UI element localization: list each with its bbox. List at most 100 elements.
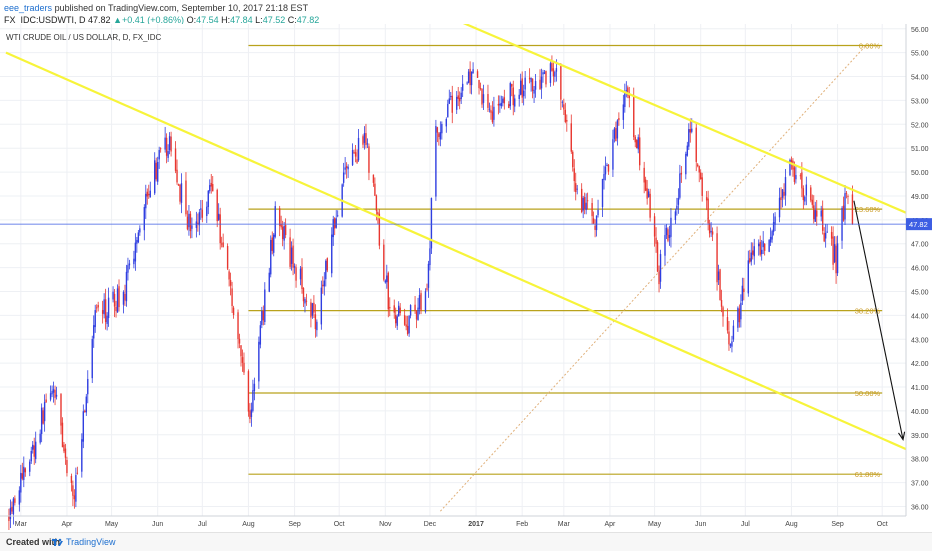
price-tick-label: 51.00 (911, 146, 929, 153)
candle-body (582, 197, 584, 211)
candle-body (232, 307, 235, 316)
candle-body (283, 225, 285, 241)
candle-body (311, 303, 314, 316)
candle-body (601, 178, 604, 208)
time-tick-label: Jul (198, 521, 207, 528)
candle-body (823, 232, 825, 242)
candle-body (185, 180, 187, 215)
candle-body (249, 410, 251, 419)
candle-body (91, 339, 93, 379)
candle-body (607, 164, 610, 172)
candle-body (633, 96, 635, 138)
candle-body (795, 175, 797, 180)
candle-body (197, 222, 199, 225)
candle-body (231, 288, 233, 307)
candle-body (457, 95, 459, 99)
candle-body (95, 307, 98, 309)
candle-body (479, 88, 482, 89)
candle-body (519, 80, 522, 95)
tradingview-brand[interactable]: TradingView (66, 537, 116, 547)
price-tick-label: 43.00 (911, 337, 929, 344)
candle-body (103, 299, 105, 315)
candle-body (177, 184, 180, 186)
candle-body (284, 224, 287, 236)
time-tick-label: Aug (785, 521, 798, 528)
candle-body (12, 498, 15, 515)
candle-body (295, 267, 297, 281)
candle-body (365, 133, 367, 145)
candle-body (647, 191, 650, 197)
candle-body (122, 292, 125, 305)
candle-body (470, 71, 473, 86)
candle-body (543, 72, 546, 74)
candle-body (743, 288, 745, 293)
price-chart[interactable]: 0.00% 23.60% 38.20% 50.00% 61.80% WTI CRUDE … (0, 24, 932, 530)
tradingview-logo-icon (52, 538, 63, 546)
candle-body (11, 506, 13, 512)
candle-body (628, 92, 630, 99)
candle-body (522, 90, 525, 97)
candle-body (606, 164, 608, 167)
candle-body (112, 291, 114, 300)
candle-body (261, 311, 263, 325)
publish-text: published on TradingView.com, September … (54, 3, 309, 13)
candle-body (539, 79, 541, 90)
fib-diagonal (439, 45, 867, 512)
candle-body (772, 222, 775, 232)
candle-body (18, 490, 21, 505)
candle-body (418, 295, 421, 310)
candle-body (845, 192, 848, 194)
candle-body (680, 172, 683, 175)
fib-diagonal-line (439, 45, 867, 512)
candle-body (847, 196, 849, 197)
candle-body (250, 409, 253, 417)
candle-body (789, 159, 791, 176)
candle-body (238, 338, 241, 344)
candle-body (646, 188, 648, 199)
candle-body (564, 109, 567, 122)
candle-body (51, 390, 53, 395)
time-tick-label: May (648, 521, 662, 528)
candle-body (804, 196, 806, 202)
candle-body (316, 321, 318, 331)
candle-body (551, 63, 553, 71)
price-tick-label: 39.00 (911, 433, 929, 440)
price-tick-label: 38.00 (911, 457, 929, 464)
candle-body (448, 98, 450, 104)
grid (0, 24, 906, 516)
candle-body (603, 174, 605, 180)
candle-body (720, 300, 723, 307)
fib-level-label: 0.00% (859, 41, 881, 50)
candle-body (278, 208, 281, 226)
candle-body (274, 206, 276, 237)
fib-level-label: 50.00% (855, 389, 881, 398)
candle-body (127, 265, 129, 273)
candle-body (363, 133, 366, 143)
candle-body (560, 66, 562, 100)
candle-body (759, 242, 761, 255)
candle-body (106, 315, 108, 324)
time-tick-label: Mar (15, 521, 28, 528)
candle-body (222, 242, 224, 248)
candle-body (399, 307, 401, 314)
up-arrow-icon: ▲ (113, 15, 122, 25)
symbol-label: FX_IDC:USDWTI, D (4, 15, 86, 25)
price-tick-label: 45.00 (911, 289, 929, 296)
candle-body (75, 475, 77, 502)
candle-body (342, 172, 345, 183)
fib-level-label: 23.60% (855, 205, 881, 214)
author-link[interactable]: eee_traders (4, 3, 53, 13)
time-axis[interactable]: Mar Apr May Jun Jul Aug Sep Oct Nov Dec 2017 Feb Mar… (15, 521, 888, 528)
price-axis[interactable]: 36.00 37.00 38.00 39.00 40.00 41.00 42.00 43.00… (911, 27, 929, 512)
candle-body (280, 223, 282, 228)
candle-body (93, 325, 95, 339)
candle-body (174, 148, 177, 171)
time-tick-label: Dec (424, 521, 437, 528)
candle-body (595, 215, 598, 231)
candle-body (740, 302, 742, 320)
candle-body (292, 245, 294, 268)
candle-body (33, 445, 35, 457)
price-tick-label: 55.00 (911, 51, 929, 58)
candle-body (216, 189, 218, 222)
candles (8, 55, 854, 530)
